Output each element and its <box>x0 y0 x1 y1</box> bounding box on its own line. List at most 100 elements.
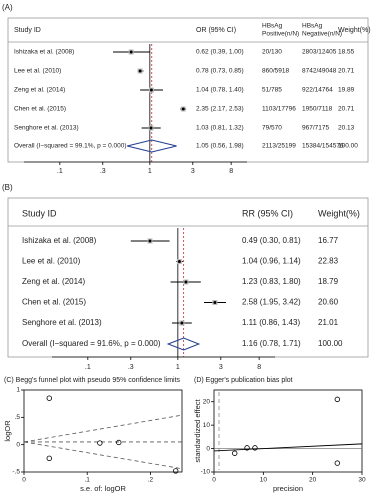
study-name: Ishizaka et al. (2008) <box>22 236 97 245</box>
effect-label: 1.03 (0.81, 1.32) <box>196 125 244 132</box>
effect-label: 1.11 (0.86, 1.43) <box>242 318 300 327</box>
x-tick-label: .1 <box>84 477 90 484</box>
regression-line <box>213 443 363 452</box>
x-tick-label: 3 <box>219 364 223 371</box>
point-estimate <box>129 50 133 54</box>
x-tick-label: 10 <box>260 477 268 484</box>
x-tick-label: 1 <box>148 168 152 175</box>
weight-label: 20.71 <box>338 106 355 113</box>
weight-label: 20.71 <box>338 68 355 75</box>
effect-label: 2.58 (1.95, 3.42) <box>242 298 301 307</box>
study-name: Senghore et al. (2013) <box>22 318 102 327</box>
pseudo-ci-limit <box>23 414 183 443</box>
x-tick-label: .1 <box>57 168 63 175</box>
weight-label: 20.13 <box>338 125 355 132</box>
point-estimate <box>177 260 181 263</box>
point-estimate <box>148 239 152 243</box>
weight-label: 20.60 <box>318 298 339 307</box>
point-estimate <box>213 301 217 304</box>
header-effect: OR (95% CI) <box>196 27 236 34</box>
x-tick-label: 8 <box>257 364 261 371</box>
overall-diamond <box>127 139 177 153</box>
weight-label: 18.55 <box>338 49 355 56</box>
positive-count: 51/785 <box>262 87 282 94</box>
header-negative: Negative(n/N) <box>302 31 342 38</box>
study-name: Zeng et al. (2014) <box>22 277 85 286</box>
panel-label: (A) <box>2 3 13 12</box>
header-weight: Weight(%) <box>338 27 371 34</box>
y-axis-label: logOR <box>3 420 12 442</box>
x-axis-label: s.e. of: logOR <box>80 484 126 493</box>
x-tick-label: 8 <box>229 168 233 175</box>
y-tick-label: -.5 <box>12 469 20 476</box>
effect-label: 0.49 (0.30, 0.81) <box>242 236 301 245</box>
chart-title: (C) Begg's funnel plot with pseudo 95% c… <box>4 377 181 384</box>
negative-count: 8742/49048 <box>302 68 337 75</box>
x-tick-label: 1 <box>176 364 180 371</box>
negative-count: 967/7175 <box>302 125 329 132</box>
x-tick-label: 3 <box>191 168 195 175</box>
y-tick-label: 0 <box>16 441 20 448</box>
study-point <box>244 445 250 451</box>
header-weight: Weight(%) <box>318 208 360 218</box>
x-tick-label: 0 <box>22 477 26 484</box>
overall-diamond <box>166 337 201 351</box>
header-negative: HBsAg <box>302 23 323 30</box>
point-estimate <box>184 280 188 284</box>
study-point <box>116 439 122 446</box>
study-point <box>334 396 341 403</box>
negative-count: 922/14764 <box>302 87 333 94</box>
point-estimate <box>149 126 153 130</box>
study-point <box>97 440 103 446</box>
positive-count: 860/5918 <box>262 68 289 75</box>
pseudo-ci-limit <box>23 441 183 470</box>
negative-count: 1950/7118 <box>302 106 333 113</box>
weight-label: 16.77 <box>318 236 339 245</box>
x-tick-label: .3 <box>100 168 106 175</box>
x-tick-label: 20 <box>309 477 317 484</box>
study-name: Chen et al. (2015) <box>14 106 66 113</box>
study-point <box>232 450 238 456</box>
effect-label: 1.23 (0.83, 1.80) <box>242 277 301 286</box>
panel-b-frame <box>7 197 369 358</box>
positive-count: 20/130 <box>262 49 282 56</box>
study-name: Zeng et al. (2014) <box>14 87 65 94</box>
study-name: Chen et al. (2015) <box>22 298 86 307</box>
study-point <box>46 395 52 401</box>
study-name: Senghore et al. (2013) <box>14 125 79 132</box>
negative-count: 2803/12405 <box>302 49 337 56</box>
overall-effect: 1.05 (0.56, 1.98) <box>196 143 244 150</box>
x-tick-label: .1 <box>85 364 91 371</box>
effect-label: 0.78 (0.73, 0.85) <box>196 68 244 75</box>
header-study: Study ID <box>14 27 41 34</box>
plot-frame <box>23 389 183 473</box>
study-point <box>334 460 341 466</box>
effect-label: 2.35 (2.17, 2.53) <box>196 106 244 113</box>
y-axis-label: standardized effect <box>193 398 202 462</box>
point-estimate <box>180 321 184 325</box>
y-tick-label: -10 <box>201 469 211 476</box>
weight-label: 18.79 <box>318 277 339 286</box>
y-tick-label: .5 <box>15 414 21 421</box>
y-tick-label: 20 <box>203 398 211 405</box>
effect-label: 1.04 (0.78, 1.40) <box>196 87 244 94</box>
study-name: Lee et al. (2010) <box>14 68 61 75</box>
header-study: Study ID <box>22 208 57 218</box>
study-name: Ishizaka et al. (2008) <box>14 49 74 56</box>
chart-title: (D) Egger's publication bias plot <box>194 377 293 384</box>
overall-effect: 1.16 (0.78, 1.71) <box>242 339 301 348</box>
weight-label: 21.01 <box>318 318 339 327</box>
x-tick-label: .3 <box>128 364 134 371</box>
header-effect: RR (95% CI) <box>242 208 293 218</box>
x-axis-label: precision <box>273 484 303 493</box>
x-tick-label: 30 <box>358 477 366 484</box>
x-tick-label: 0 <box>212 477 216 484</box>
overall-negative: 15384/154576 <box>302 143 344 150</box>
study-point <box>46 455 52 462</box>
weight-label: 22.83 <box>318 257 339 266</box>
y-tick-label: 0 <box>206 445 210 452</box>
y-tick-label: 10 <box>203 422 211 429</box>
point-estimate <box>149 88 153 92</box>
